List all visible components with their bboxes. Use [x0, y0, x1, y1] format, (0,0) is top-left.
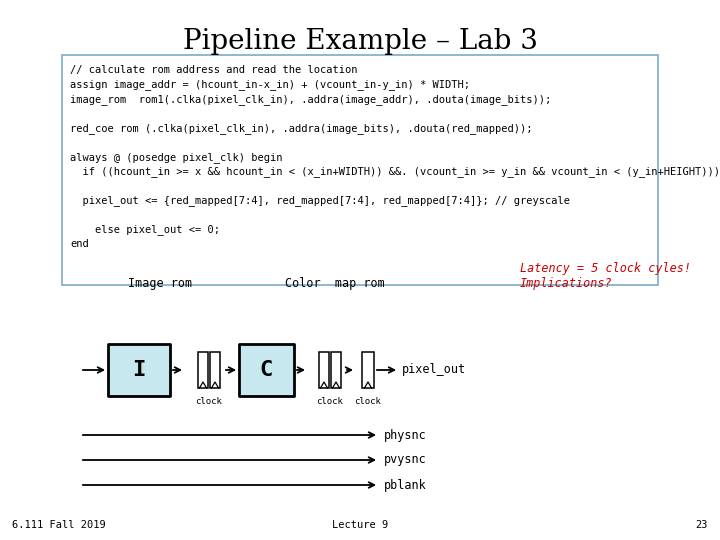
- Text: end: end: [70, 239, 89, 249]
- Text: clock: clock: [196, 397, 222, 406]
- Text: always @ (posedge pixel_clk) begin: always @ (posedge pixel_clk) begin: [70, 152, 282, 163]
- Bar: [331, 352, 341, 388]
- Text: red_coe rom (.clka(pixel_clk_in), .addra(image_bits), .douta(red_mapped));: red_coe rom (.clka(pixel_clk_in), .addra…: [70, 123, 533, 134]
- Text: I: I: [132, 360, 145, 380]
- Bar: [108, 344, 170, 396]
- Text: assign image_addr = (hcount_in-x_in) + (vcount_in-y_in) * WIDTH;: assign image_addr = (hcount_in-x_in) + (…: [70, 79, 470, 90]
- Bar: [198, 352, 208, 388]
- Bar: [62, 55, 658, 285]
- Bar: [210, 352, 220, 388]
- Text: if ((hcount_in >= x && hcount_in < (x_in+WIDTH)) &&. (vcount_in >= y_in && vcoun: if ((hcount_in >= x && hcount_in < (x_in…: [70, 166, 720, 178]
- Text: clock: clock: [354, 397, 382, 406]
- Text: C: C: [260, 360, 273, 380]
- Text: image_rom  rom1(.clka(pixel_clk_in), .addra(image_addr), .douta(image_bits));: image_rom rom1(.clka(pixel_clk_in), .add…: [70, 94, 552, 105]
- Text: Lecture 9: Lecture 9: [332, 520, 388, 530]
- Text: Color  map rom: Color map rom: [285, 277, 385, 290]
- Text: pvysnc: pvysnc: [384, 454, 427, 467]
- Bar: [362, 352, 374, 388]
- Text: pixel_out: pixel_out: [402, 363, 466, 376]
- Text: 23: 23: [696, 520, 708, 530]
- Text: else pixel_out <= 0;: else pixel_out <= 0;: [70, 225, 220, 235]
- Text: Latency = 5 clock cyles!
Implications?: Latency = 5 clock cyles! Implications?: [520, 262, 691, 290]
- Text: clock: clock: [317, 397, 343, 406]
- Bar: [239, 344, 294, 396]
- Text: physnc: physnc: [384, 429, 427, 442]
- Text: // calculate rom address and read the location: // calculate rom address and read the lo…: [70, 65, 358, 75]
- Text: Pipeline Example – Lab 3: Pipeline Example – Lab 3: [183, 28, 537, 55]
- Text: pixel_out <= {red_mapped[7:4], red_mapped[7:4], red_mapped[7:4]}; // greyscale: pixel_out <= {red_mapped[7:4], red_mappe…: [70, 195, 570, 206]
- Bar: [319, 352, 329, 388]
- Text: 6.111 Fall 2019: 6.111 Fall 2019: [12, 520, 106, 530]
- Text: Image rom: Image rom: [128, 277, 192, 290]
- Text: pblank: pblank: [384, 478, 427, 491]
